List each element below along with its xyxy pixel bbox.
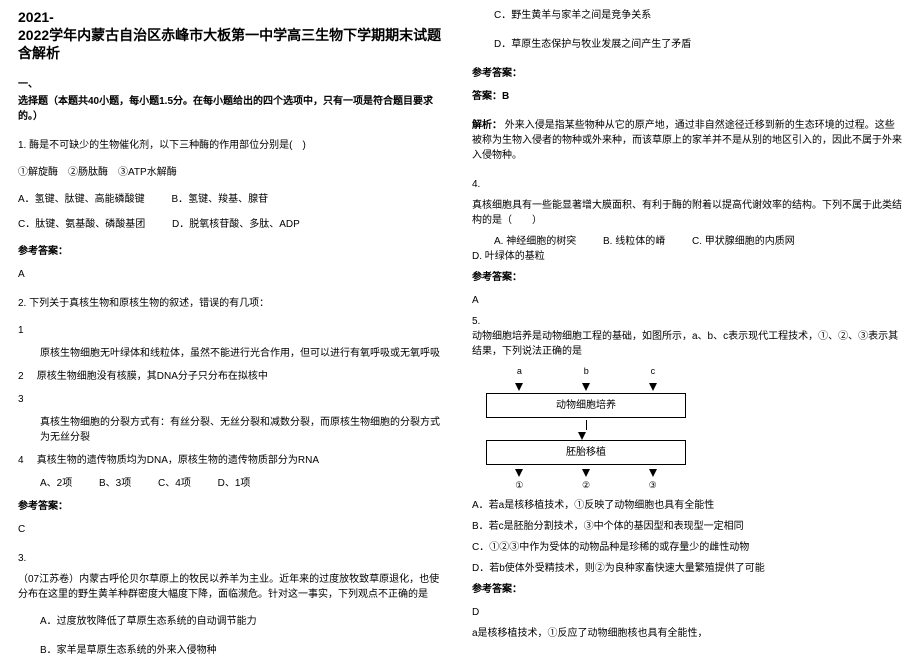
q4-opt-a: A. 神经细胞的树突 — [472, 234, 576, 249]
q1-opt-b: B．氢键、羧基、腺苷 — [171, 192, 268, 207]
q5-opt-c: C．①②③中作为受体的动物品种是珍稀的或存量少的雌性动物 — [472, 540, 902, 555]
q2-opt-b: B、3项 — [99, 476, 131, 491]
q3-ans-line: 答案：B — [472, 89, 902, 104]
q1-given: ①解旋酶 ②肠肽酶 ③ATP水解酶 — [18, 165, 448, 180]
q5-opt-a: A．若a是核移植技术，①反映了动物细胞也具有全能性 — [472, 498, 902, 513]
q1-opt-a: A．氢键、肽键、高能磷酸键 — [18, 192, 145, 207]
q4-text: 真核细胞具有一些能显著增大膜面积、有利于酶的附着以提高代谢效率的结构。下列不属于… — [472, 198, 902, 228]
q5-opt-d: D．若b使体外受精技术，则②为良种家畜快速大量繁殖提供了可能 — [472, 561, 902, 576]
chart-label-c: c — [651, 365, 656, 379]
instructions: 选择题（本题共40小题，每小题1.5分。在每小题给出的四个选项中，只有一项是符合… — [18, 94, 448, 124]
q5-tail: a是核移植技术，①反应了动物细胞核也具有全能性， — [472, 626, 902, 641]
q2-s2-num: 2 — [18, 369, 34, 384]
chart-label-a: a — [517, 365, 522, 379]
q4-ans-label: 参考答案： — [472, 270, 902, 285]
chart-label-1: ① — [515, 479, 523, 493]
q2-s3: 真核生物细胞的分裂方式有：有丝分裂、无丝分裂和减数分裂，而原核生物细胞的分裂方式… — [18, 415, 448, 445]
q2-opt-c: C、4项 — [158, 476, 191, 491]
q2-s1: 原核生物细胞无叶绿体和线粒体，虽然不能进行光合作用，但可以进行有氧呼吸或无氧呼吸 — [18, 346, 448, 361]
q2-s4: 真核生物的遗传物质均为DNA，原核生物的遗传物质部分为RNA — [37, 455, 319, 466]
q3-expl-label: 解析： — [472, 120, 502, 131]
q2-ans: C — [18, 522, 448, 537]
q2-s3-num: 3 — [18, 392, 34, 407]
q3-text: （07江苏卷）内蒙古呼伦贝尔草原上的牧民以养羊为主业。近年来的过度放牧致草原退化… — [18, 572, 448, 602]
chart-label-b: b — [584, 365, 589, 379]
q2-s1-num: 1 — [18, 323, 34, 338]
q2-s2: 原核生物细胞没有核膜，其DNA分子只分布在拟核中 — [37, 371, 268, 382]
q2-opt-a: A、2项 — [18, 476, 72, 491]
q2-opt-d: D、1项 — [218, 476, 251, 491]
q4-opt-b: B. 线粒体的嵴 — [603, 234, 665, 249]
q2-ans-label: 参考答案： — [18, 499, 448, 514]
q3-opt-c: C．野生黄羊与家羊之间是竞争关系 — [472, 8, 902, 23]
q5-ans-label: 参考答案： — [472, 582, 902, 597]
q1-ans-label: 参考答案： — [18, 244, 448, 259]
q2-s4-num: 4 — [18, 453, 34, 468]
q4-ans: A — [472, 293, 902, 308]
q4-num: 4. — [472, 177, 902, 192]
q5-text: 动物细胞培养是动物细胞工程的基础，如图所示，a、b、c表示现代工程技术，①、②、… — [472, 329, 902, 359]
q1-opt-c: C．肽键、氨基酸、磷酸基团 — [18, 217, 145, 232]
title-year: 2021- — [18, 9, 54, 25]
section-one: 一、 — [18, 77, 448, 92]
q1-text: 1. 酶是不可缺少的生物催化剂，以下三种酶的作用部位分别是( ) — [18, 138, 448, 153]
q3-opt-a: A．过度放牧降低了草原生态系统的自动调节能力 — [18, 614, 448, 629]
q3-opt-b: B．家羊是草原生态系统的外来入侵物种 — [18, 643, 448, 658]
chart-label-3: ③ — [649, 479, 657, 493]
q1-opt-d: D．脱氧核苷酸、多肽、ADP — [172, 217, 300, 232]
chart-label-2: ② — [582, 479, 590, 493]
q3-opt-d: D．草原生态保护与牧业发展之间产生了矛盾 — [472, 37, 902, 52]
doc-title: 2022学年内蒙古自治区赤峰市大板第一中学高三生物下学期期末试题含解析 — [18, 27, 441, 61]
q3-num: 3. — [18, 551, 448, 566]
chart-box-2: 胚胎移植 — [486, 440, 686, 465]
q5-diagram: a b c 动物细胞培养 胚胎移植 ① ② ③ — [486, 365, 686, 492]
q3-ans-label: 参考答案： — [472, 66, 902, 81]
q2-text: 2. 下列关于真核生物和原核生物的叙述，错误的有几项： — [18, 296, 448, 311]
q5-num: 5. — [472, 314, 902, 329]
q5-opt-b: B．若c是胚胎分割技术，③中个体的基因型和表现型一定相同 — [472, 519, 902, 534]
q4-opt-c: C. 甲状腺细胞的内质网 — [692, 234, 795, 249]
q1-ans: A — [18, 267, 448, 282]
q5-ans: D — [472, 605, 902, 620]
q3-expl: 外来入侵是指某些物种从它的原产地，通过非自然途径迁移到新的生态环境的过程。这些被… — [472, 120, 902, 161]
chart-box-1: 动物细胞培养 — [486, 393, 686, 418]
q4-opt-d: D. 叶绿体的基粒 — [472, 249, 545, 264]
